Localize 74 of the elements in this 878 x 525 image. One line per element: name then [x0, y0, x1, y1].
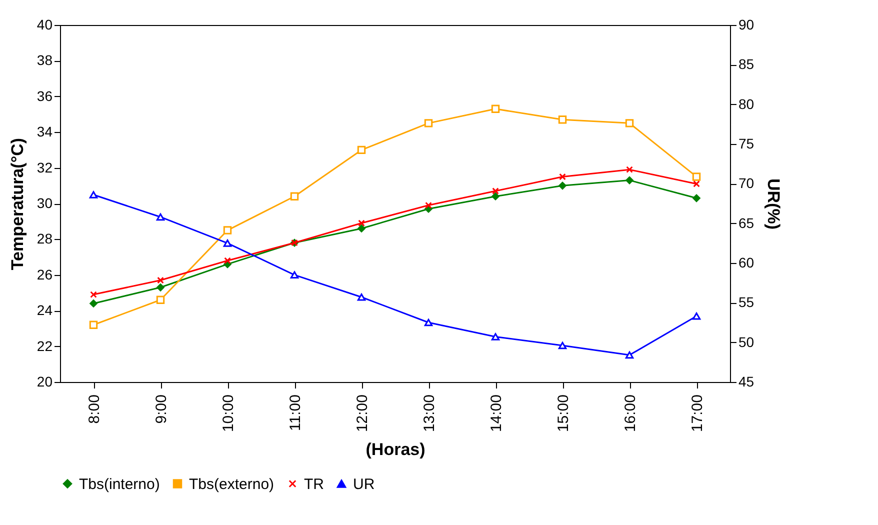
point [89, 320, 98, 329]
y2-axis-title: UR(%) [764, 178, 784, 230]
point [492, 188, 499, 194]
point [156, 296, 165, 304]
x-tick-label: 12:00 [354, 394, 371, 432]
point [424, 119, 433, 128]
point [425, 202, 432, 209]
point [156, 283, 165, 292]
point [692, 172, 701, 181]
x-tick-label: 16:00 [622, 394, 639, 432]
y-tick-label: 36 [36, 88, 53, 104]
point [290, 271, 299, 279]
point [358, 220, 365, 227]
point [559, 173, 566, 180]
y2-tick-label: 85 [738, 56, 754, 72]
y-tick-label: 28 [36, 230, 53, 247]
y-tick-label: 34 [36, 124, 53, 140]
y-tick-label: 20 [36, 374, 53, 390]
y-tick-label: 30 [36, 195, 53, 211]
point [626, 166, 633, 174]
point [157, 276, 164, 284]
y2-tick-label: 50 [738, 334, 754, 350]
point [693, 180, 700, 188]
point [89, 191, 98, 198]
point [223, 240, 232, 247]
point [491, 333, 500, 340]
point [692, 312, 701, 320]
y2-tick-label: 80 [738, 96, 754, 112]
y2-tick-label: 90 [738, 16, 754, 32]
point [224, 257, 231, 264]
y2-tick-label: 55 [738, 294, 754, 310]
x-tick-label: 9:00 [153, 394, 170, 424]
point [357, 146, 366, 154]
point [156, 213, 165, 221]
x-tick-label: 17:00 [689, 394, 706, 432]
point [491, 104, 500, 113]
point [290, 192, 299, 200]
x-tick-label: 8:00 [86, 394, 103, 424]
x-tick-label: 14:00 [488, 394, 505, 432]
point [491, 192, 500, 201]
x-tick-label: 11:00 [287, 394, 304, 431]
point [558, 116, 567, 124]
point [90, 291, 97, 298]
point [625, 176, 634, 184]
x-tick-label: 15:00 [555, 394, 572, 432]
legend-label: TR [304, 476, 324, 493]
point [223, 226, 232, 234]
y-tick-label: 38 [36, 52, 53, 68]
y-tick-label: 24 [36, 302, 53, 318]
y-tick-label: 40 [36, 16, 53, 32]
legend-label: Tbs(interno) [79, 476, 160, 493]
legend-label: UR [353, 476, 375, 493]
y2-tick-label: 75 [738, 136, 754, 152]
point [558, 181, 567, 190]
point [357, 293, 366, 301]
point [692, 194, 701, 202]
x-axis-title: (Horas) [366, 440, 426, 460]
x-tick-label: 13:00 [421, 394, 438, 432]
point [625, 119, 634, 128]
y-tick-label: 32 [36, 159, 53, 176]
point [89, 299, 98, 308]
x-tick-label: 10:00 [220, 394, 237, 432]
point [558, 342, 567, 350]
point [357, 224, 366, 233]
point [625, 351, 634, 359]
y2-tick-label: 70 [738, 175, 754, 192]
y-tick-label: 22 [36, 338, 53, 354]
legend-label: Tbs(externo) [189, 476, 274, 493]
y2-tick-label: 60 [738, 254, 754, 270]
y2-tick-label: 65 [738, 214, 754, 231]
point [424, 318, 433, 326]
y2-tick-label: 45 [738, 374, 754, 390]
y-axis-title: Temperatura(°C) [8, 138, 27, 270]
y-tick-label: 26 [36, 266, 53, 282]
